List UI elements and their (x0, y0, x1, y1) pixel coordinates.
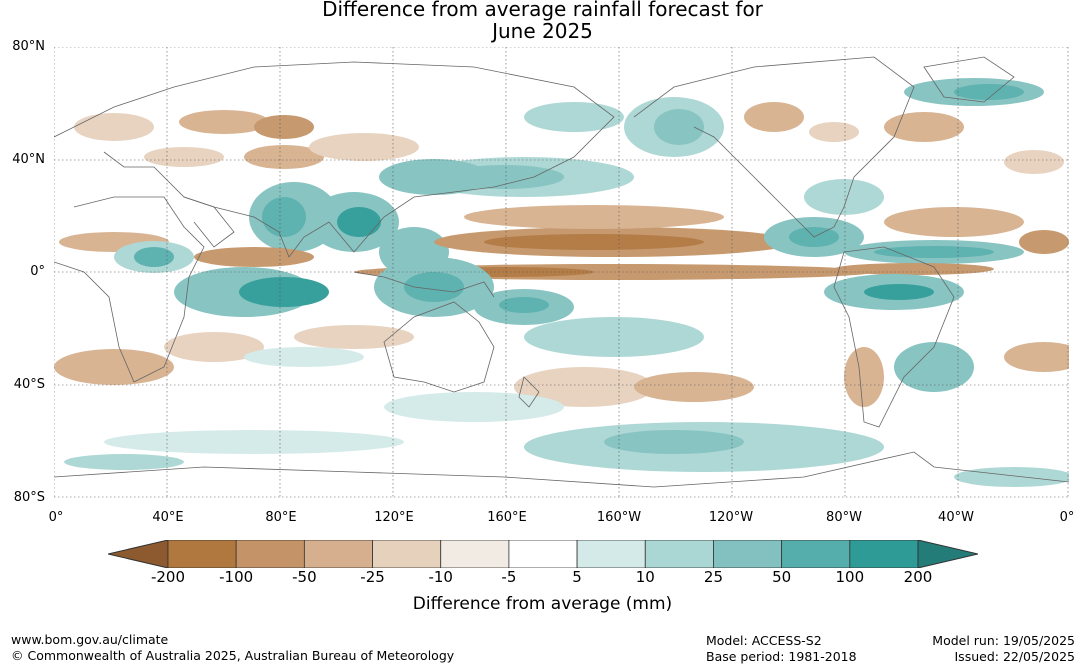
colorbar-segment (644, 540, 714, 568)
coastlines (54, 56, 1069, 488)
lon-label-120w: 120°W (708, 510, 754, 525)
north-america-coastline (633, 56, 915, 238)
colorbar-extend-low (108, 540, 169, 568)
colorbar-segment (781, 540, 851, 568)
colorbar-extend-high (917, 540, 978, 568)
lon-label-0-right: 0° (1059, 510, 1075, 525)
colorbar-tick-label: -200 (150, 568, 186, 586)
colorbar-segment (440, 540, 510, 568)
lon-label-0-left: 0° (48, 510, 64, 525)
colorbar-segment (235, 540, 305, 568)
antarctica-coastline (54, 451, 1069, 488)
colorbar-segment (713, 540, 783, 568)
south-america-coastline (833, 246, 955, 428)
map-title-line-2: June 2025 (492, 19, 593, 43)
footer-copyright: © Commonwealth of Australia 2025, Austra… (11, 648, 455, 663)
colorbar-tick-label: 25 (703, 568, 723, 586)
colorbar-tick-label: -25 (360, 568, 385, 586)
colorbar-tick-label: -50 (292, 568, 317, 586)
footer-base-period: Base period: 1981-2018 (706, 649, 857, 664)
lon-label-80e: 80°E (265, 510, 297, 525)
footer-model: Model: ACCESS-S2 (706, 633, 822, 648)
colorbar-tick-label: 100 (835, 568, 865, 586)
colorbar-tick-label: -10 (428, 568, 453, 586)
colorbar-segment (303, 540, 373, 568)
indonesia-coastline (353, 271, 495, 298)
lat-label-0: 0° (30, 264, 45, 279)
colorbar-segment (576, 540, 646, 568)
lon-label-40e: 40°E (152, 510, 184, 525)
colorbar-tick-label: 10 (635, 568, 655, 586)
greenland-coastline (923, 56, 1015, 103)
colorbar-segment (849, 540, 919, 568)
lat-label-80s: 80°S (13, 490, 45, 505)
footer-model-run: Model run: 19/05/2025 (932, 633, 1075, 648)
lon-label-120e: 120°E (374, 510, 414, 525)
lon-label-160w: 160°W (596, 510, 642, 525)
arabia-coastline (183, 196, 235, 248)
lon-label-80w: 80°W (826, 510, 862, 525)
footer-issued: Issued: 22/05/2025 (954, 649, 1076, 664)
footer-url: www.bom.gov.au/climate (11, 632, 169, 647)
map-title-line-1: Difference from average rainfall forecas… (322, 0, 763, 21)
lat-label-80n: 80°N (12, 39, 45, 54)
anomaly-shading (54, 78, 1069, 487)
lon-label-40w: 40°W (938, 510, 974, 525)
colorbar-segment (372, 540, 442, 568)
lat-label-40s: 40°S (13, 377, 45, 392)
graticule (54, 47, 1069, 498)
colorbar-tick-label: -5 (501, 568, 517, 586)
colorbar (108, 540, 978, 568)
colorbar-title: Difference from average (mm) (412, 594, 673, 614)
africa-coastline (54, 196, 205, 383)
lon-label-160e: 160°E (487, 510, 527, 525)
lat-label-40n: 40°N (12, 152, 45, 167)
australia-coastline (383, 301, 495, 393)
colorbar-tick-label: 5 (572, 568, 582, 586)
rainfall-anomaly-map (54, 47, 1069, 498)
colorbar-segment (167, 540, 237, 568)
colorbar-segment (508, 540, 578, 568)
colorbar-tick-label: 200 (903, 568, 933, 586)
colorbar-tick-label: -100 (219, 568, 254, 586)
colorbar-tick-label: 50 (772, 568, 792, 586)
new-zealand-coastline (518, 376, 540, 408)
